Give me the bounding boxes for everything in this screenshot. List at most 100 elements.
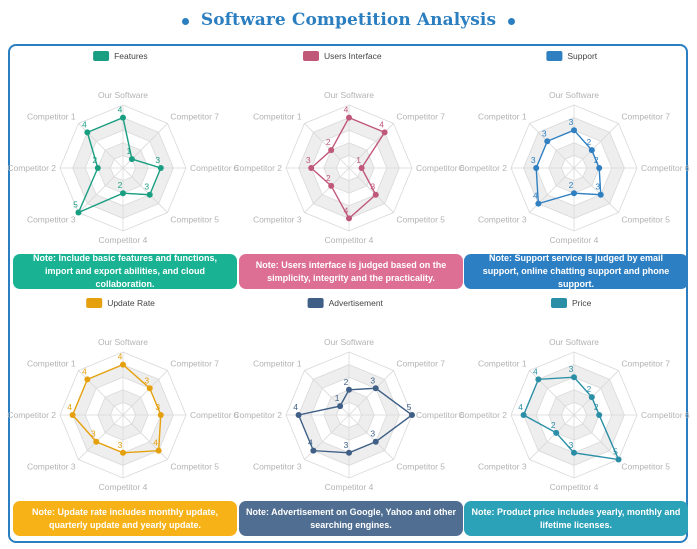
axis-spoke [304,167,350,213]
data-point-competitor-5[interactable] [155,447,162,454]
data-point-competitor-7[interactable] [128,156,135,163]
legend[interactable]: Users Interface [303,51,382,61]
data-label-competitor-3: 2 [326,173,331,183]
data-point-competitor-4[interactable] [346,215,352,222]
legend[interactable]: Advertisement [307,298,384,308]
data-point-competitor-4[interactable] [120,190,126,197]
radar-panel-update-rate: Update Rate Our Software Competitor 7 Compe… [7,295,242,541]
axis-label-competitor-6: Competitor 6 [416,163,465,173]
data-point-our-software[interactable] [571,374,577,381]
data-point-competitor-1[interactable] [535,376,542,383]
data-point-competitor-6[interactable] [157,412,164,418]
legend-label: Support [567,51,597,61]
radar-panel-features: Features Our Software Competitor 7 Competit… [7,48,242,294]
data-label-competitor-5: 3 [370,182,375,192]
data-point-competitor-7[interactable] [381,129,388,136]
data-point-competitor-2[interactable] [533,165,540,171]
axis-label-competitor-5: Competitor 5 [621,215,670,225]
axis-label-competitor-6: Competitor 6 [190,410,239,420]
axis-label-our-software: Our Software [324,337,374,347]
data-label-competitor-4: 4 [344,205,349,215]
data-point-competitor-3[interactable] [553,429,560,436]
data-point-competitor-2[interactable] [94,165,101,171]
data-point-competitor-3[interactable] [535,200,542,207]
axis-label-competitor-3: Competitor 3 [478,215,527,225]
data-point-competitor-1[interactable] [337,403,344,410]
data-label-competitor-3: 3 [91,429,96,439]
data-point-competitor-7[interactable] [588,394,595,401]
data-point-competitor-3[interactable] [328,182,335,189]
axis-spoke [529,123,575,169]
data-point-competitor-6[interactable] [409,412,415,418]
data-point-competitor-4[interactable] [120,449,126,456]
data-point-competitor-6[interactable] [596,412,603,418]
axis-label-competitor-1: Competitor 1 [478,358,527,368]
data-point-competitor-4[interactable] [571,449,577,456]
data-label-competitor-3: 5 [73,200,78,210]
data-point-competitor-1[interactable] [84,129,91,136]
data-point-our-software[interactable] [120,114,126,121]
data-point-competitor-7[interactable] [372,385,379,392]
data-label-our-software: 3 [569,364,574,374]
data-point-competitor-3[interactable] [310,447,317,454]
data-label-competitor-1: 1 [335,393,340,403]
data-point-competitor-4[interactable] [571,190,577,197]
axis-label-competitor-2: Competitor 2 [458,410,507,420]
data-point-our-software[interactable] [571,127,577,134]
data-point-competitor-7[interactable] [588,147,595,154]
axis-label-competitor-3: Competitor 3 [27,215,76,225]
axis-label-competitor-4: Competitor 4 [550,235,599,245]
data-label-competitor-6: 1 [356,155,361,165]
data-point-competitor-2[interactable] [520,412,527,418]
title-dot-left [182,18,190,26]
data-point-competitor-3[interactable] [93,438,100,445]
data-label-competitor-6: 2 [594,155,599,165]
axis-label-competitor-6: Competitor 6 [641,163,690,173]
data-point-competitor-5[interactable] [597,191,604,198]
data-label-competitor-6: 3 [155,155,160,165]
data-label-competitor-6: 2 [594,402,599,412]
data-point-our-software[interactable] [120,361,126,368]
data-point-competitor-4[interactable] [346,449,352,456]
data-point-competitor-2[interactable] [69,412,76,418]
data-point-competitor-6[interactable] [157,165,164,171]
data-label-competitor-6: 5 [407,402,412,412]
data-point-our-software[interactable] [346,386,352,393]
data-point-competitor-5[interactable] [146,191,153,198]
data-point-competitor-5[interactable] [372,191,379,198]
data-point-competitor-5[interactable] [372,438,379,445]
legend-label: Price [572,298,592,308]
data-label-competitor-4: 2 [569,180,574,190]
legend[interactable]: Update Rate [86,298,155,308]
data-point-competitor-6[interactable] [596,165,603,171]
axis-label-competitor-7: Competitor 7 [170,358,219,368]
data-point-our-software[interactable] [346,114,352,121]
radar-panel-users-interface: Users Interface Our Software Competitor 7 C… [233,48,468,294]
data-point-competitor-1[interactable] [84,376,91,383]
axis-label-competitor-6: Competitor 6 [416,410,465,420]
data-point-competitor-2[interactable] [295,412,302,418]
radar-grid [285,104,413,232]
legend[interactable]: Features [93,51,148,61]
data-point-competitor-1[interactable] [328,147,335,154]
axis-label-competitor-5: Competitor 5 [170,462,219,472]
data-label-competitor-7: 3 [370,375,375,385]
data-label-our-software: 4 [344,105,349,115]
data-label-competitor-2: 4 [67,402,72,412]
data-point-competitor-1[interactable] [544,138,551,145]
data-point-competitor-7[interactable] [146,385,153,392]
data-label-competitor-6: 3 [155,402,160,412]
data-point-competitor-3[interactable] [75,209,82,216]
axis-label-competitor-6: Competitor 6 [641,410,690,420]
axis-label-our-software: Our Software [549,337,599,347]
axis-labels: Our Software Competitor 7 Competitor 6 Comp… [458,337,690,492]
data-label-our-software: 4 [118,105,123,115]
axis-label-competitor-1: Competitor 1 [253,111,302,121]
legend[interactable]: Price [551,298,592,308]
data-point-competitor-2[interactable] [308,165,315,171]
legend[interactable]: Support [546,51,598,61]
data-point-competitor-6[interactable] [358,165,365,171]
legend-label: Users Interface [324,51,382,61]
data-point-competitor-5[interactable] [615,456,622,463]
data-label-our-software: 3 [569,117,574,127]
